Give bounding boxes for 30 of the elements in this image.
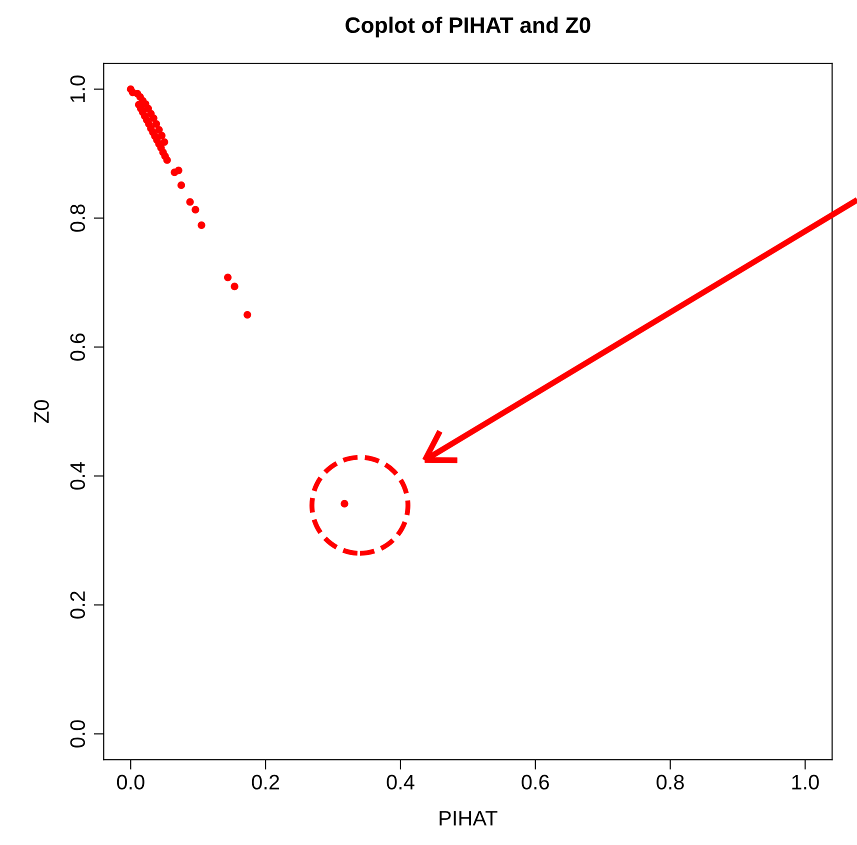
x-tick-label: 0.4: [386, 774, 414, 790]
point: [174, 166, 182, 174]
point: [224, 274, 232, 282]
point: [186, 198, 194, 206]
point: [152, 120, 160, 128]
y-tick-label: 0.6: [70, 333, 85, 361]
point: [244, 311, 252, 319]
point: [192, 206, 200, 214]
x-tick-label: 1.0: [792, 774, 819, 790]
x-tick-label: 0.2: [252, 774, 280, 790]
point: [150, 114, 158, 122]
point: [155, 126, 163, 134]
y-tick-label: 0.2: [70, 591, 85, 619]
point: [160, 138, 168, 146]
chart-title: Coplot of PIHAT and Z0: [346, 16, 590, 38]
x-tick-label: 0.0: [117, 774, 144, 790]
point: [230, 282, 238, 290]
y-tick-label: 0.4: [70, 462, 85, 490]
y-tick-label: 1.0: [70, 75, 85, 102]
x-tick-label: 0.8: [656, 774, 684, 790]
point: [158, 132, 166, 140]
x-tick-label: 0.6: [522, 774, 549, 790]
y-tick-label: 0.0: [70, 720, 85, 748]
point: [198, 221, 206, 229]
y-tick-label: 0.8: [70, 204, 85, 232]
point: [177, 181, 186, 190]
point: [340, 500, 348, 508]
x-axis-title: PIHAT: [440, 811, 498, 826]
y-axis-title: Z0: [34, 400, 49, 424]
point: [163, 156, 171, 164]
